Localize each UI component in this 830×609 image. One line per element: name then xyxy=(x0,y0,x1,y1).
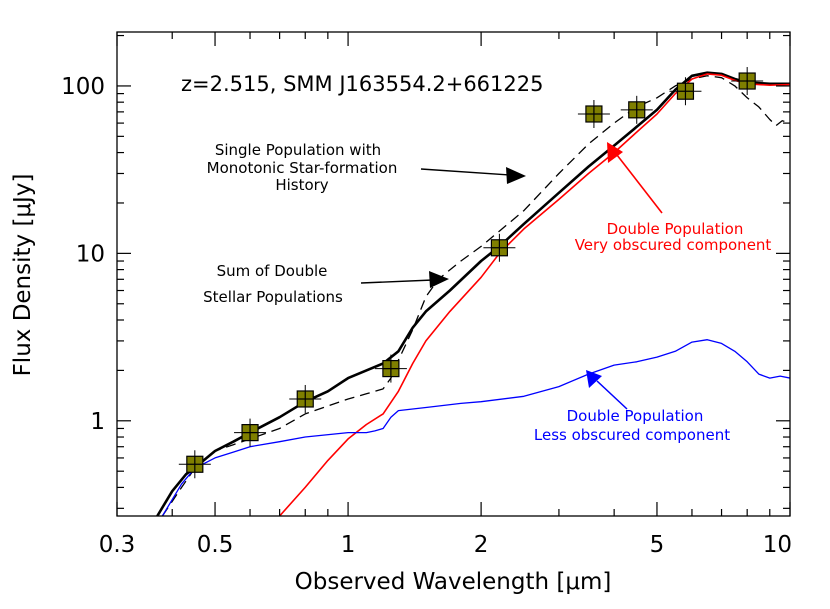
data-point xyxy=(289,384,322,413)
y-tick-label: 100 xyxy=(61,74,105,100)
annotation-less-line2: Less obscured component xyxy=(534,426,730,444)
x-tick-label: 2 xyxy=(474,532,489,558)
y-tick-label: 10 xyxy=(76,241,105,267)
data-point xyxy=(669,77,702,106)
y-tick-label: 1 xyxy=(90,409,105,435)
arrow-less-head xyxy=(586,370,602,388)
y-axis-label: Flux Density [μJy] xyxy=(10,174,36,377)
arrow-less xyxy=(586,370,628,410)
x-tick-label: 5 xyxy=(650,532,665,558)
chart-title: z=2.515, SMM J163554.2+661225 xyxy=(181,72,544,96)
data-point xyxy=(234,418,267,447)
annotation-obscured-line2: Very obscured component xyxy=(575,236,772,254)
plot-frame xyxy=(116,31,791,517)
data-point xyxy=(374,354,407,383)
arrow-obscured xyxy=(607,142,663,214)
annotation-less-obscured: Double Population Less obscured componen… xyxy=(534,407,730,444)
annotation-less-line1: Double Population xyxy=(567,407,704,425)
data-point xyxy=(483,233,516,262)
series-line-single xyxy=(161,75,790,516)
annotation-sum-double: Sum of Double Stellar Populations xyxy=(203,262,343,306)
data-point xyxy=(731,67,764,96)
annotation-very-obscured: Double Population Very obscured componen… xyxy=(575,220,772,254)
annotation-obscured-line1: Double Population xyxy=(607,220,744,238)
arrow-single xyxy=(420,167,526,184)
x-tick-label: 0.5 xyxy=(197,532,234,558)
axis-tick-labels: 0.3 0.5 1 2 5 10 1 10 100 xyxy=(61,74,792,558)
series-line-obscured xyxy=(279,73,790,516)
annotation-single-population: Single Population with Monotonic Star-fo… xyxy=(207,141,398,194)
series-line-less xyxy=(161,339,790,516)
arrow-obscured-head xyxy=(607,142,623,163)
axis-ticks xyxy=(116,32,791,516)
annotation-single-line1: Single Population with xyxy=(215,141,381,159)
x-tick-label: 10 xyxy=(763,532,792,558)
data-point xyxy=(178,450,211,479)
data-point xyxy=(577,99,610,128)
annotation-sum-line2: Stellar Populations xyxy=(203,288,343,306)
annotation-sum-line1: Sum of Double xyxy=(217,262,328,280)
data-point xyxy=(620,95,653,124)
arrow-single-head xyxy=(506,167,526,184)
arrow-sum xyxy=(360,271,449,288)
x-tick-label: 0.3 xyxy=(99,532,136,558)
arrow-sum-head xyxy=(429,271,449,288)
data-points-layer xyxy=(178,67,764,479)
x-tick-label: 1 xyxy=(341,532,356,558)
series-line-sum xyxy=(156,71,790,516)
annotation-single-line2: Monotonic Star-formation xyxy=(207,159,398,177)
series-layer xyxy=(156,71,790,516)
annotation-single-line3: History xyxy=(275,176,328,194)
x-axis-label: Observed Wavelength [μm] xyxy=(295,569,612,595)
